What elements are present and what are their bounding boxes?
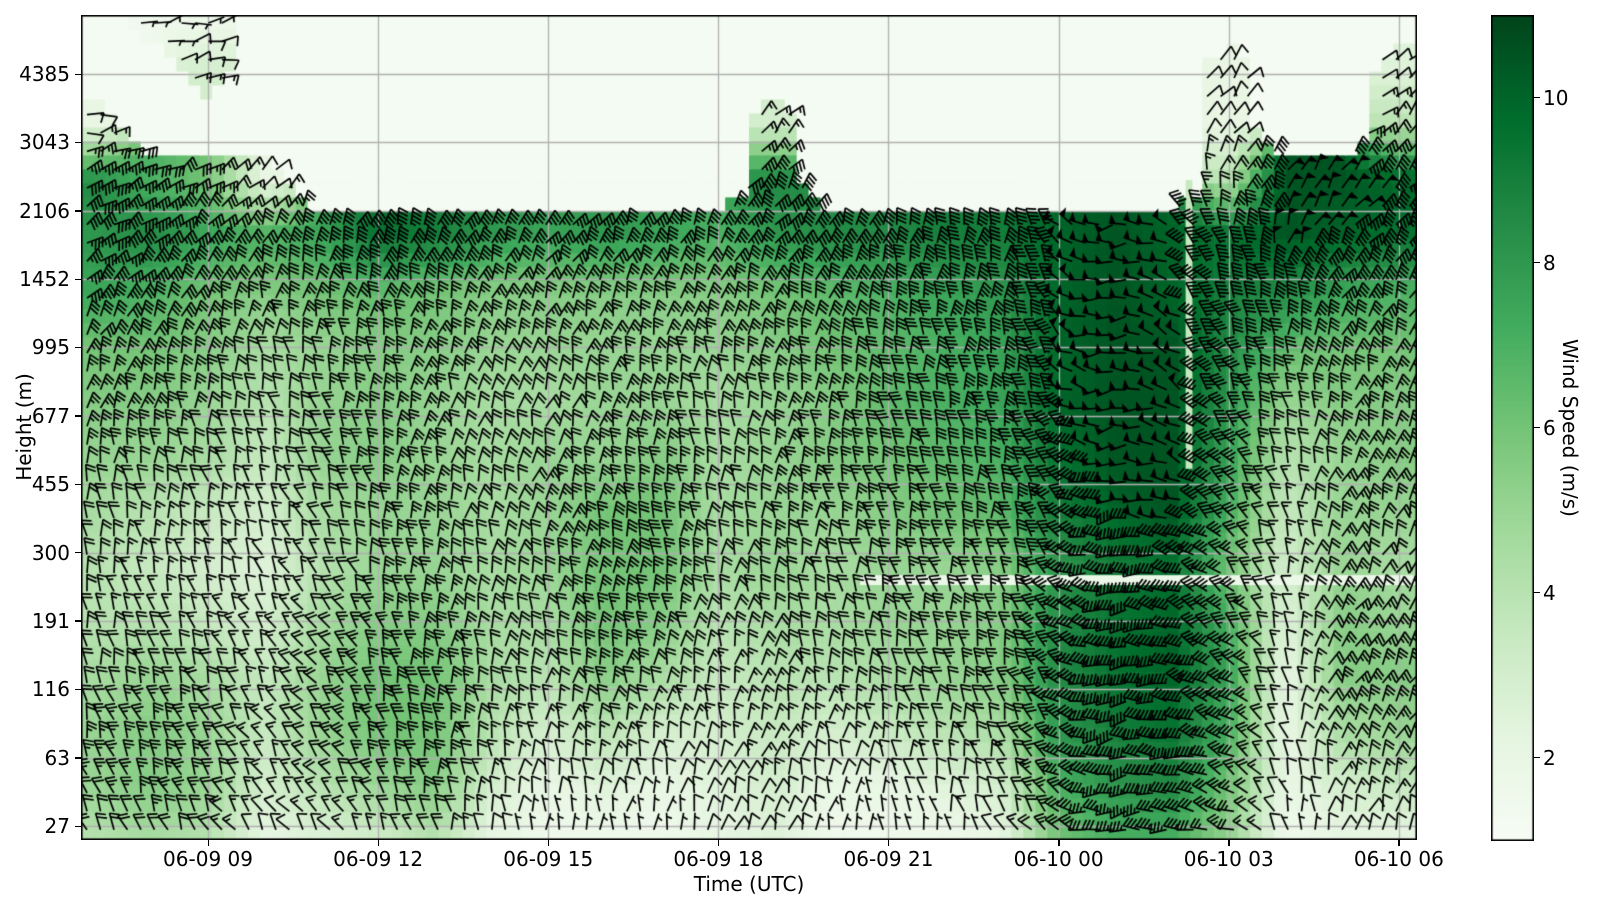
x-tick-mark (1398, 840, 1400, 846)
x-tick-label: 06-09 09 (163, 847, 253, 871)
y-tick-label: 455 (31, 472, 70, 497)
y-tick-label: 1452 (19, 267, 70, 292)
y-tick-label: 677 (31, 403, 70, 428)
x-tick-label: 06-09 21 (843, 847, 934, 871)
colorbar-tick-mark (1534, 757, 1540, 759)
y-tick-mark (75, 415, 81, 417)
y-tick-mark (75, 825, 81, 827)
colorbar-tick-label: 10 (1543, 85, 1569, 110)
y-tick-mark (75, 757, 81, 759)
y-tick-mark (75, 210, 81, 212)
colorbar-tick-mark (1534, 427, 1540, 429)
x-axis-title: Time (UTC) (693, 872, 805, 896)
wind-heatmap-canvas (81, 15, 1417, 840)
colorbar-canvas (1491, 15, 1534, 841)
y-tick-mark (75, 483, 81, 486)
y-axis-title: Height (m) (12, 373, 36, 481)
x-tick-mark (887, 840, 890, 846)
y-tick-mark (75, 346, 81, 349)
y-tick-label: 2106 (19, 198, 70, 223)
colorbar-tick-mark (1534, 97, 1540, 99)
colorbar-title: Wind Speed (m/s) (1558, 339, 1582, 517)
x-tick-label: 06-09 18 (673, 847, 764, 871)
colorbar-tick-label: 4 (1543, 580, 1556, 605)
y-tick-label: 300 (31, 540, 70, 565)
y-tick-mark (75, 688, 81, 691)
colorbar-tick-label: 6 (1543, 415, 1556, 440)
y-tick-mark (75, 552, 81, 554)
y-tick-mark (75, 141, 81, 144)
y-tick-mark (75, 278, 81, 280)
colorbar (1491, 15, 1534, 841)
x-tick-mark (377, 840, 380, 846)
colorbar-tick-label: 8 (1543, 250, 1556, 275)
colorbar-tick-mark (1534, 262, 1540, 264)
y-tick-mark (75, 620, 81, 622)
x-tick-mark (207, 840, 209, 846)
y-tick-mark (75, 73, 81, 75)
x-tick-label: 06-09 15 (503, 847, 594, 871)
plot-area (81, 15, 1417, 840)
y-tick-label: 27 (44, 814, 70, 838)
y-tick-label: 3043 (19, 130, 70, 155)
x-tick-mark (717, 840, 720, 846)
x-tick-mark (547, 840, 550, 846)
y-tick-label: 995 (31, 335, 70, 360)
colorbar-tick-mark (1534, 592, 1540, 594)
y-tick-label: 4385 (19, 62, 70, 87)
x-tick-label: 06-10 03 (1183, 847, 1274, 871)
x-tick-mark (1058, 840, 1060, 846)
colorbar-tick-label: 2 (1543, 745, 1556, 770)
x-tick-label: 06-09 12 (333, 847, 424, 871)
x-tick-mark (1228, 840, 1230, 846)
y-tick-label: 191 (31, 608, 70, 633)
y-tick-label: 116 (31, 677, 70, 702)
x-tick-label: 06-10 06 (1353, 847, 1444, 871)
y-tick-label: 63 (44, 745, 70, 770)
x-tick-label: 06-10 00 (1013, 847, 1104, 871)
